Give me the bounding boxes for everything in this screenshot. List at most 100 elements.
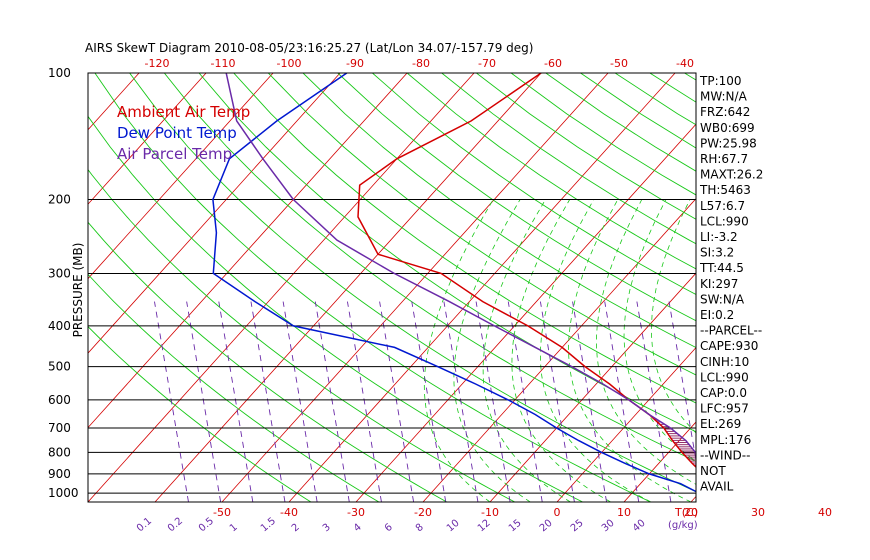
legend-item: Air Parcel Temp [117,145,232,163]
isotherm-line [0,73,5,502]
grid-layer [0,73,870,502]
mixing-ratio-label: 6 [383,522,395,535]
mixing-ratio-unit: (g/kg) [668,520,698,531]
dry-adiabat-line [858,73,870,502]
index-value: L57:6.7 [700,199,745,213]
mixing-ratio-line [346,301,382,502]
plot-frame [87,72,697,503]
index-value: MPL:176 [700,433,751,447]
dry-adiabat-line [406,73,696,270]
bottom-temp-tick-label: 0 [553,506,560,519]
dry-adiabat-line [94,73,651,502]
mixing-ratio-line [282,301,318,502]
dry-adiabat-line [823,73,870,502]
mixing-ratio-line [186,301,222,502]
chart-title: AIRS SkewT Diagram 2010-08-05/23:16:25.2… [85,41,533,55]
isotherm-line [88,73,475,502]
mixing-ratio-line [572,301,608,502]
pressure-tick-label: 1000 [48,486,79,500]
mixing-ratio-line [539,301,575,502]
mixing-ratio-line [636,301,672,502]
index-value: SW:N/A [700,292,745,306]
mixing-ratio-label: 2 [290,522,302,535]
mixing-ratio-line [250,301,286,502]
isotherm-line [758,73,870,502]
mixing-ratio-line [411,301,447,502]
series-line [212,73,696,493]
index-value: EL:269 [700,417,741,431]
index-value: TP:100 [699,74,742,88]
pressure-tick-label: 400 [48,319,71,333]
mixing-ratio-line [314,301,350,502]
mixing-ratio-label: 1 [228,522,240,535]
mixing-ratio-line [507,301,543,502]
index-value: NOT [700,464,726,478]
dry-adiabat-line [510,73,696,196]
legend: Ambient Air Temp Dew Point Temp Air Parcel… [117,103,250,163]
top-temp-tick-label: -60 [544,57,562,70]
dry-adiabat-line [163,73,696,462]
isotherm-line [623,421,696,502]
moist-adiabat-line [511,199,611,502]
index-value: --PARCEL-- [700,324,762,338]
top-temp-tick-label: -80 [412,57,430,70]
isotherm-line [355,123,696,502]
pressure-tick-label: 200 [48,192,71,206]
bottom-temp-tick-label: 20 [684,506,698,519]
mixing-ratio-label: 15 [507,518,524,535]
mixing-ratio-line [475,301,511,502]
index-value: MW:N/A [700,90,748,104]
index-value: --WIND-- [700,448,750,462]
bottom-temp-tick-label: 40 [818,506,832,519]
mixing-ratio-line [379,301,415,502]
pressure-tick-label: 700 [48,421,71,435]
series-layer [212,73,696,493]
index-value: TT:44.5 [699,261,744,275]
isotherm-line [288,73,676,502]
bottom-temp-tick-label: 10 [617,506,631,519]
moist-adiabat-line [453,199,531,502]
dry-adiabat-line [88,325,312,502]
isotherm-line [556,346,696,502]
index-value: AVAIL [700,480,734,494]
dry-adiabat-line [88,168,516,502]
index-value: EI:0.2 [700,308,734,322]
series-line [225,73,696,455]
bottom-temp-tick-label: -20 [414,506,432,519]
dry-adiabat-line [476,73,696,220]
series-line [357,73,696,469]
mixing-ratio-line [443,301,479,502]
index-value: CAPE:930 [700,339,758,353]
top-temp-tick-label: -70 [478,57,496,70]
index-value: MAXT:26.2 [700,168,763,182]
index-value: CINH:10 [700,355,749,369]
isotherm-line [88,73,207,205]
dry-adiabat-line [233,73,696,404]
index-value: LCL:990 [700,370,749,384]
moist-adiabat-line [568,199,692,502]
bottom-temp-tick-label: -40 [280,506,298,519]
mixing-ratio-label: 30 [600,518,617,535]
dry-adiabat-line [372,73,696,296]
index-value: RH:67.7 [700,152,748,166]
mixing-ratio-label: 0.1 [135,516,154,535]
bottom-temp-tick-label: -50 [213,506,231,519]
index-value: LCL:990 [700,214,749,228]
legend-item: Ambient Air Temp [117,103,250,121]
dry-adiabat-line [267,73,696,376]
isotherm-line [88,73,341,354]
isotherm-line [88,73,408,429]
mixing-ratio-line [668,301,696,464]
mixing-ratio-label: 3 [321,522,333,535]
pressure-tick-label: 900 [48,467,71,481]
dry-adiabat-line [754,73,870,502]
mixing-ratio-label: 40 [631,518,648,535]
index-value: PW:25.98 [700,136,757,150]
moist-adiabat-line [423,199,494,502]
index-value: FRZ:642 [700,105,750,119]
isotherm-line [489,272,696,502]
isotherm-line [0,73,72,502]
index-value: TH:5463 [699,183,751,197]
